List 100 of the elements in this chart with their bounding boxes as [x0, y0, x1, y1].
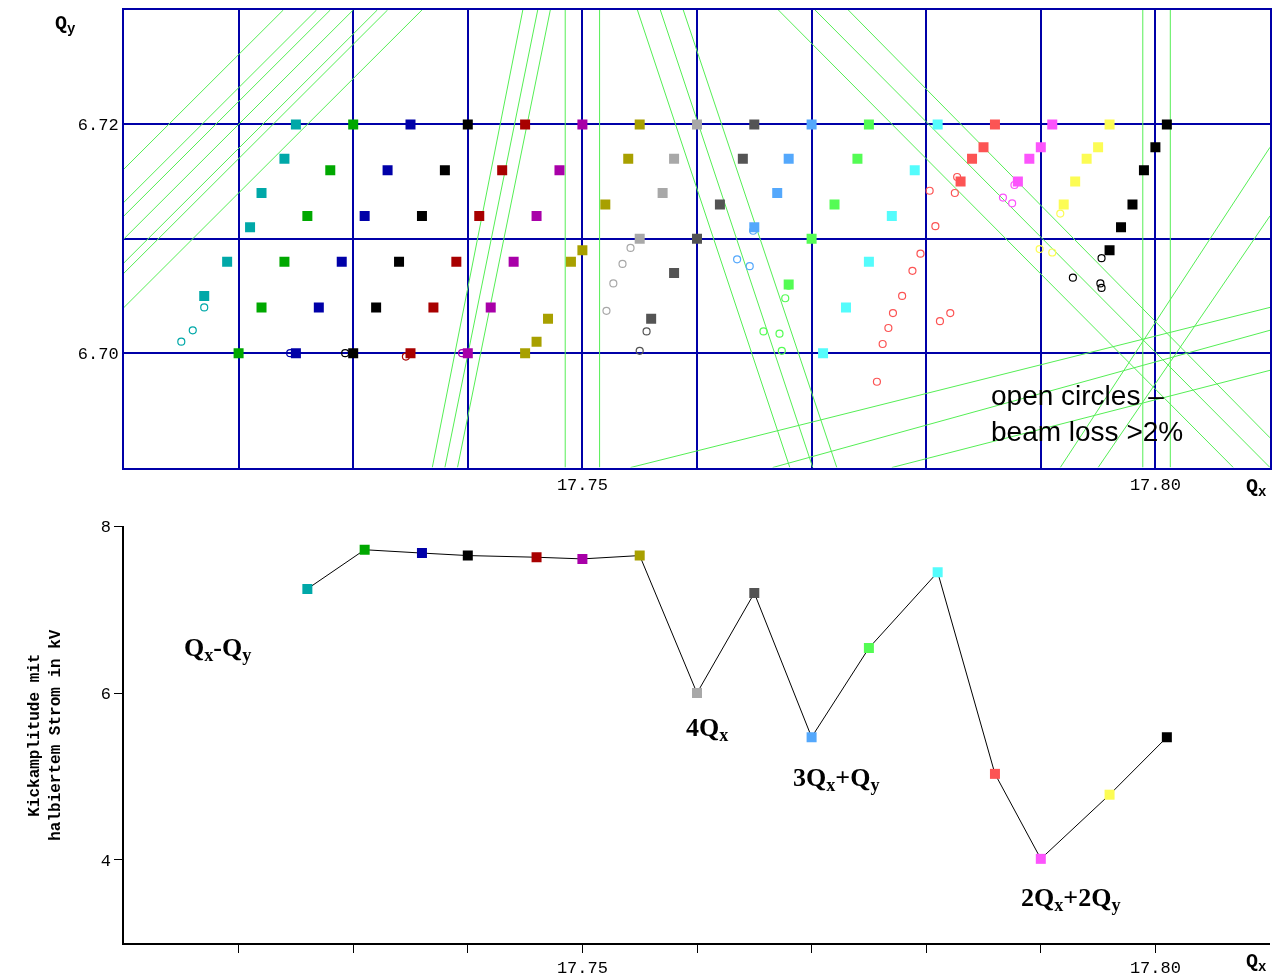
annotation: 4Q$_{x}$ [686, 713, 729, 746]
point [1138, 165, 1149, 176]
point [657, 188, 668, 199]
point [233, 348, 244, 359]
point [886, 210, 897, 221]
point [840, 302, 851, 313]
y-axis-title: Q$_{y}$ [55, 12, 77, 38]
point [302, 583, 313, 594]
point [1048, 248, 1057, 257]
point [1035, 142, 1046, 153]
point [200, 303, 209, 312]
point [733, 255, 742, 264]
point [955, 176, 966, 187]
point [199, 290, 210, 301]
point [256, 302, 267, 313]
point [1104, 789, 1115, 800]
point [577, 245, 588, 256]
point [909, 165, 920, 176]
point [1035, 244, 1044, 254]
point [577, 553, 588, 564]
x-tick-label: 17.75 [556, 959, 608, 979]
point [451, 256, 462, 267]
point [497, 165, 508, 176]
point [336, 256, 347, 267]
point [1012, 176, 1023, 187]
point [646, 313, 657, 324]
point [898, 291, 907, 301]
point [749, 119, 760, 130]
point [279, 153, 290, 164]
y-tick-label: 4 [100, 851, 111, 871]
point [669, 268, 680, 279]
point [1093, 142, 1104, 153]
point [245, 222, 256, 233]
point [1081, 153, 1092, 164]
point [692, 233, 702, 244]
point [222, 256, 233, 267]
point [359, 210, 370, 221]
point [177, 337, 186, 346]
point [290, 348, 301, 359]
point [1035, 853, 1046, 864]
point [371, 302, 382, 313]
point [775, 329, 784, 338]
y-tick-label: 8 [100, 518, 111, 538]
point [341, 349, 350, 358]
point [967, 153, 978, 164]
point [772, 188, 783, 199]
point [829, 199, 840, 210]
point [382, 165, 393, 176]
point [888, 309, 898, 318]
point [1116, 222, 1127, 233]
point [485, 302, 496, 313]
point [1056, 209, 1065, 218]
point [634, 550, 645, 561]
point [508, 256, 519, 267]
point [1096, 279, 1105, 288]
x-axis-title: Q$_{x}$ [184, 633, 214, 666]
x-axis-title: Q$_{x}$ [1246, 475, 1268, 501]
point [531, 552, 542, 563]
point [931, 222, 940, 231]
point [531, 210, 542, 221]
x-tick-label: 17.75 [556, 475, 608, 495]
point [642, 327, 651, 336]
point [1150, 142, 1161, 153]
point [916, 249, 925, 258]
point [565, 256, 576, 267]
point [872, 377, 882, 386]
point [878, 339, 887, 349]
point [325, 165, 336, 176]
point [405, 348, 416, 359]
point [1008, 199, 1017, 208]
point [806, 119, 817, 130]
point [462, 348, 473, 359]
point [989, 119, 1000, 130]
point [852, 153, 863, 164]
point [935, 317, 945, 326]
point [520, 119, 531, 130]
point [618, 259, 627, 269]
point [416, 210, 427, 221]
point [302, 210, 313, 221]
point [884, 323, 893, 333]
point [669, 153, 680, 164]
point [946, 309, 955, 318]
point [359, 544, 370, 555]
y-tick-label: 6.72 [77, 116, 119, 136]
text: Q$_{x}$ [1246, 950, 1267, 976]
point [609, 279, 618, 288]
point [290, 119, 301, 130]
point [1097, 283, 1106, 293]
point [1068, 273, 1077, 282]
point [818, 348, 829, 359]
point [394, 256, 405, 267]
point [602, 306, 611, 315]
point [925, 186, 934, 195]
point [600, 199, 611, 210]
point [863, 256, 874, 267]
point [759, 327, 768, 336]
point [577, 119, 588, 130]
point [998, 193, 1008, 202]
point [416, 548, 427, 559]
point [348, 348, 359, 359]
